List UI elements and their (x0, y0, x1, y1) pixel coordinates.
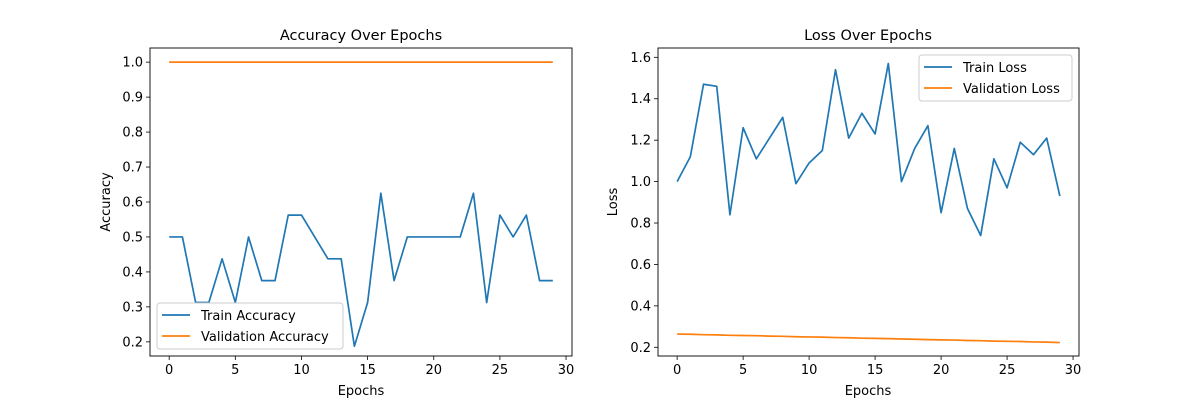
series-line-train-accuracy (169, 192, 553, 348)
y-tick-label: 0.2 (630, 341, 651, 356)
y-axis-label: Accuracy (99, 172, 114, 232)
legend-box (156, 302, 344, 350)
series-lines (169, 61, 553, 348)
loss-chart-panel: Loss Over Epochs 0 5 10 15 20 25 30 0.2 0.4 0.6 0.… (606, 28, 1081, 399)
x-axis-label: Epochs (338, 384, 385, 399)
x-tick-label: 20 (425, 363, 442, 378)
legend: Train Accuracy Validation Accuracy (156, 302, 344, 350)
y-tick-label: 1.6 (630, 51, 651, 66)
axis-ticks: 0 5 10 15 20 25 30 0.2 0.3 0.4 0.5 0.6 0.7 0.8 0.9 1.0 (122, 56, 574, 378)
y-tick-label: 1.2 (630, 134, 651, 149)
chart-title: Loss Over Epochs (804, 28, 932, 44)
x-tick-label: 30 (1065, 363, 1082, 378)
x-tick-label: 20 (933, 363, 950, 378)
x-tick-label: 10 (293, 363, 310, 378)
y-tick-label: 1.0 (630, 175, 651, 190)
plot-frame (657, 47, 1080, 357)
y-tick-label: 0.7 (122, 161, 143, 176)
y-tick-label: 0.4 (122, 265, 143, 280)
y-tick-label: 0.4 (630, 299, 651, 314)
y-tick-label: 0.8 (630, 217, 651, 232)
legend-label-validation-accuracy: Validation Accuracy (201, 330, 329, 345)
x-tick-label: 25 (999, 363, 1016, 378)
x-tick-label: 25 (492, 363, 509, 378)
legend-label-validation-loss: Validation Loss (963, 82, 1060, 97)
x-tick-label: 15 (359, 363, 376, 378)
x-tick-label: 5 (739, 363, 747, 378)
x-tick-label: 0 (165, 363, 173, 378)
y-tick-label: 0.6 (630, 258, 651, 273)
accuracy-chart-panel: Accuracy Over Epochs 0 5 10 15 20 25 300.20.30… (99, 28, 574, 399)
legend-box (918, 54, 1073, 102)
x-axis-label: Epochs (845, 384, 892, 399)
y-tick-label: 0.9 (122, 91, 143, 106)
x-tick-label: 5 (231, 363, 239, 378)
y-tick-label: 0.3 (122, 300, 143, 315)
chart-title: Accuracy Over Epochs (280, 28, 442, 44)
y-tick-label: 0.8 (122, 126, 143, 141)
y-tick-label: 1.4 (630, 92, 651, 107)
y-tick-label: 0.6 (122, 196, 143, 211)
legend-label-train-loss: Train Loss (962, 61, 1027, 76)
x-tick-label: 0 (673, 363, 681, 378)
x-tick-label: 10 (801, 363, 818, 378)
series-line-validation-loss (677, 333, 1060, 344)
y-tick-label: 0.5 (122, 230, 143, 245)
series-lines (676, 62, 1061, 344)
y-axis-label: Loss (606, 188, 621, 217)
y-tick-label: 0.2 (122, 335, 143, 350)
legend-label-train-accuracy: Train Accuracy (200, 309, 296, 324)
legend: Train Loss Validation Loss (918, 54, 1073, 102)
x-tick-label: 15 (867, 363, 884, 378)
y-tick-label: 1.0 (122, 56, 143, 71)
series-line-train-loss (676, 62, 1061, 237)
plot-frame (149, 47, 573, 357)
x-tick-label: 30 (558, 363, 575, 378)
axis-ticks: 0 5 10 15 20 25 30 0.2 0.4 0.6 0.8 1.0 1.2 1.4 1.6 (630, 51, 1081, 378)
